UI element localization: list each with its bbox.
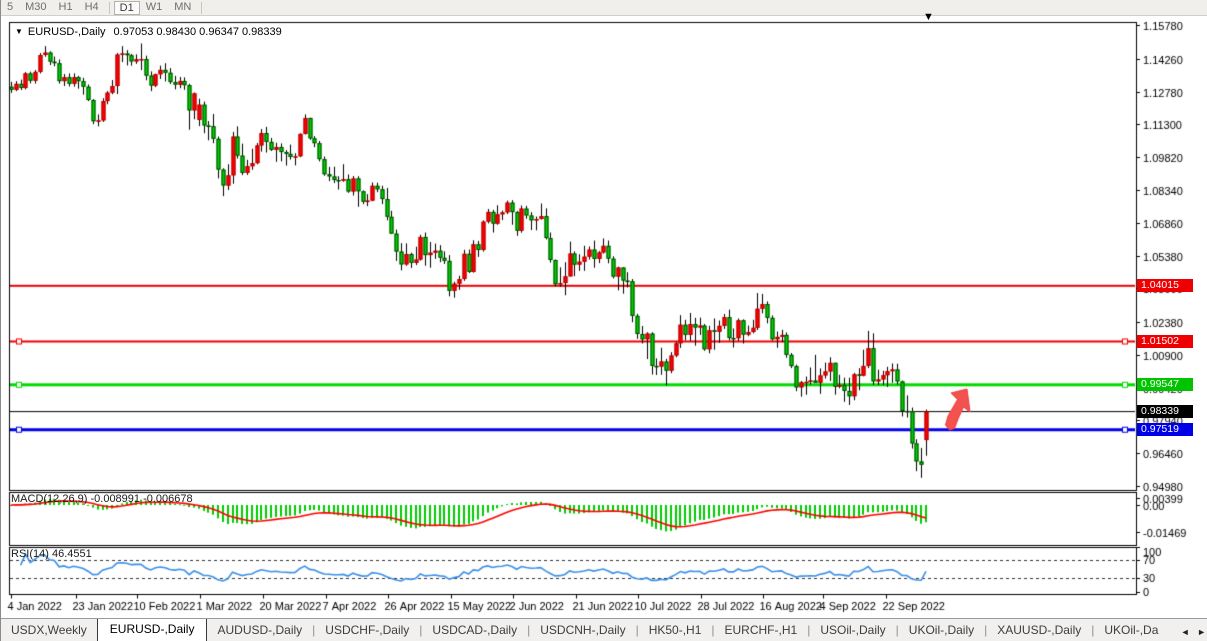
chart-title: ▼ EURUSD-,Daily 0.97053 0.98430 0.96347 0.… (15, 26, 282, 38)
tab-separator: | (527, 623, 531, 637)
tab-separator: | (807, 623, 811, 637)
rsi-value: 46.4551 (51, 548, 92, 560)
tab-separator: | (984, 623, 988, 637)
macd-values: -0.008991 -0.006678 (90, 493, 193, 505)
scroll-to-end-icon[interactable]: ▼ (923, 11, 934, 23)
tab-separator: | (711, 623, 715, 637)
macd-name: MACD(12,26,9) (11, 493, 88, 505)
rsi-indicator-label: RSI(14) 46.4551 (11, 548, 92, 560)
macd-indicator-label: MACD(12,26,9) -0.008991 -0.006678 (11, 493, 193, 505)
chart-symbol-label: EURUSD-,Daily (27, 26, 106, 38)
chart-ohlc-values: 0.97053 0.98430 0.96347 0.98339 (113, 26, 282, 38)
rsi-name: RSI(14) (11, 548, 49, 560)
tab-scroll-right-icon[interactable]: ► (1197, 627, 1206, 637)
tab-audusd-daily[interactable]: AUDUSD-,Daily (217, 623, 303, 637)
tab-separator: | (635, 623, 639, 637)
price-badge-support-green: 0.99547 (1137, 378, 1193, 392)
price-badge-resistance-1: 1.04015 (1137, 279, 1193, 293)
price-badge-resistance-2: 1.01502 (1137, 334, 1193, 348)
tab-scroll-left-icon[interactable]: ◄ (1180, 627, 1190, 637)
tab-xauusd-daily[interactable]: XAUUSD-,Daily (997, 623, 1082, 637)
tab-hk50-h1[interactable]: HK50-,H1 (648, 623, 702, 637)
tab-separator: | (419, 623, 423, 637)
tab-usdchf-daily[interactable]: USDCHF-,Daily (325, 623, 410, 637)
tab-scroll-arrows: ◄ ► (1171, 627, 1206, 637)
tab-separator: | (1091, 623, 1095, 637)
tab-usdcnh-daily[interactable]: USDCNH-,Daily (540, 623, 626, 637)
tab-eurusd-daily[interactable]: EURUSD-,Daily (96, 619, 208, 641)
tab-eurchf-h1[interactable]: EURCHF-,H1 (724, 623, 798, 637)
chart-tab-bar: USDX,Weekly EURUSD-,Daily AUDUSD-,Daily | US… (1, 618, 1207, 641)
tab-ukoil-daily[interactable]: UKOil-,Daily (908, 623, 975, 637)
tab-separator: | (312, 623, 316, 637)
tab-ukoil-da[interactable]: UKOil-,Da (1104, 623, 1159, 637)
chart-dropdown-icon[interactable]: ▼ (15, 27, 23, 36)
price-badge-support-blue: 0.97519 (1137, 423, 1193, 437)
tab-usoil-daily[interactable]: USOil-,Daily (820, 623, 886, 637)
tab-usdx-weekly[interactable]: USDX,Weekly (11, 623, 87, 637)
price-badge-current-bid: 0.98339 (1137, 405, 1193, 419)
tab-separator: | (895, 623, 899, 637)
tab-usdcad-daily[interactable]: USDCAD-,Daily (432, 623, 518, 637)
